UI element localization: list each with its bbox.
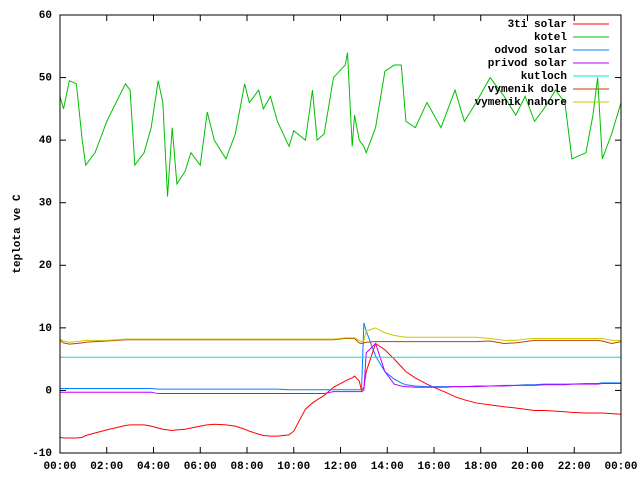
series-line [60, 342, 621, 395]
series-line [59, 342, 622, 439]
legend-label: vymenik dole [488, 84, 568, 96]
legend-label: odvod solar [494, 45, 567, 57]
legend-label: kutloch [521, 71, 567, 83]
x-tick-label: 00:00 [604, 461, 637, 473]
y-tick-label: 60 [39, 10, 52, 22]
x-tick-label: 00:00 [43, 461, 76, 473]
series-line [59, 337, 622, 345]
legend-label: kotel [534, 32, 567, 44]
y-tick-label: 0 [45, 385, 52, 397]
x-tick-label: 06:00 [184, 461, 217, 473]
x-tick-label: 20:00 [511, 461, 544, 473]
y-tick-label: 30 [39, 198, 52, 210]
x-tick-label: 12:00 [324, 461, 357, 473]
x-tick-label: 02:00 [90, 461, 123, 473]
x-tick-label: 16:00 [417, 461, 450, 473]
x-tick-label: 14:00 [371, 461, 404, 473]
legend-label: vymenik nahore [475, 97, 568, 109]
x-tick-label: 04:00 [137, 461, 170, 473]
y-tick-label: 20 [39, 260, 52, 272]
plot-border [59, 14, 622, 454]
y-tick-label: 50 [39, 72, 52, 84]
x-tick-label: 10:00 [277, 461, 310, 473]
y-tick-label: 10 [39, 323, 52, 335]
x-tick-label: 08:00 [230, 461, 263, 473]
legend-label: 3ti solar [508, 19, 567, 31]
series-line [59, 52, 622, 197]
y-tick-label: -10 [32, 448, 52, 460]
x-tick-label: 22:00 [558, 461, 591, 473]
x-tick-label: 18:00 [464, 461, 497, 473]
y-axis-label: teplota ve C [12, 194, 24, 274]
legend-label: privod solar [488, 58, 567, 70]
y-tick-label: 40 [39, 135, 52, 147]
series-line [59, 327, 621, 343]
